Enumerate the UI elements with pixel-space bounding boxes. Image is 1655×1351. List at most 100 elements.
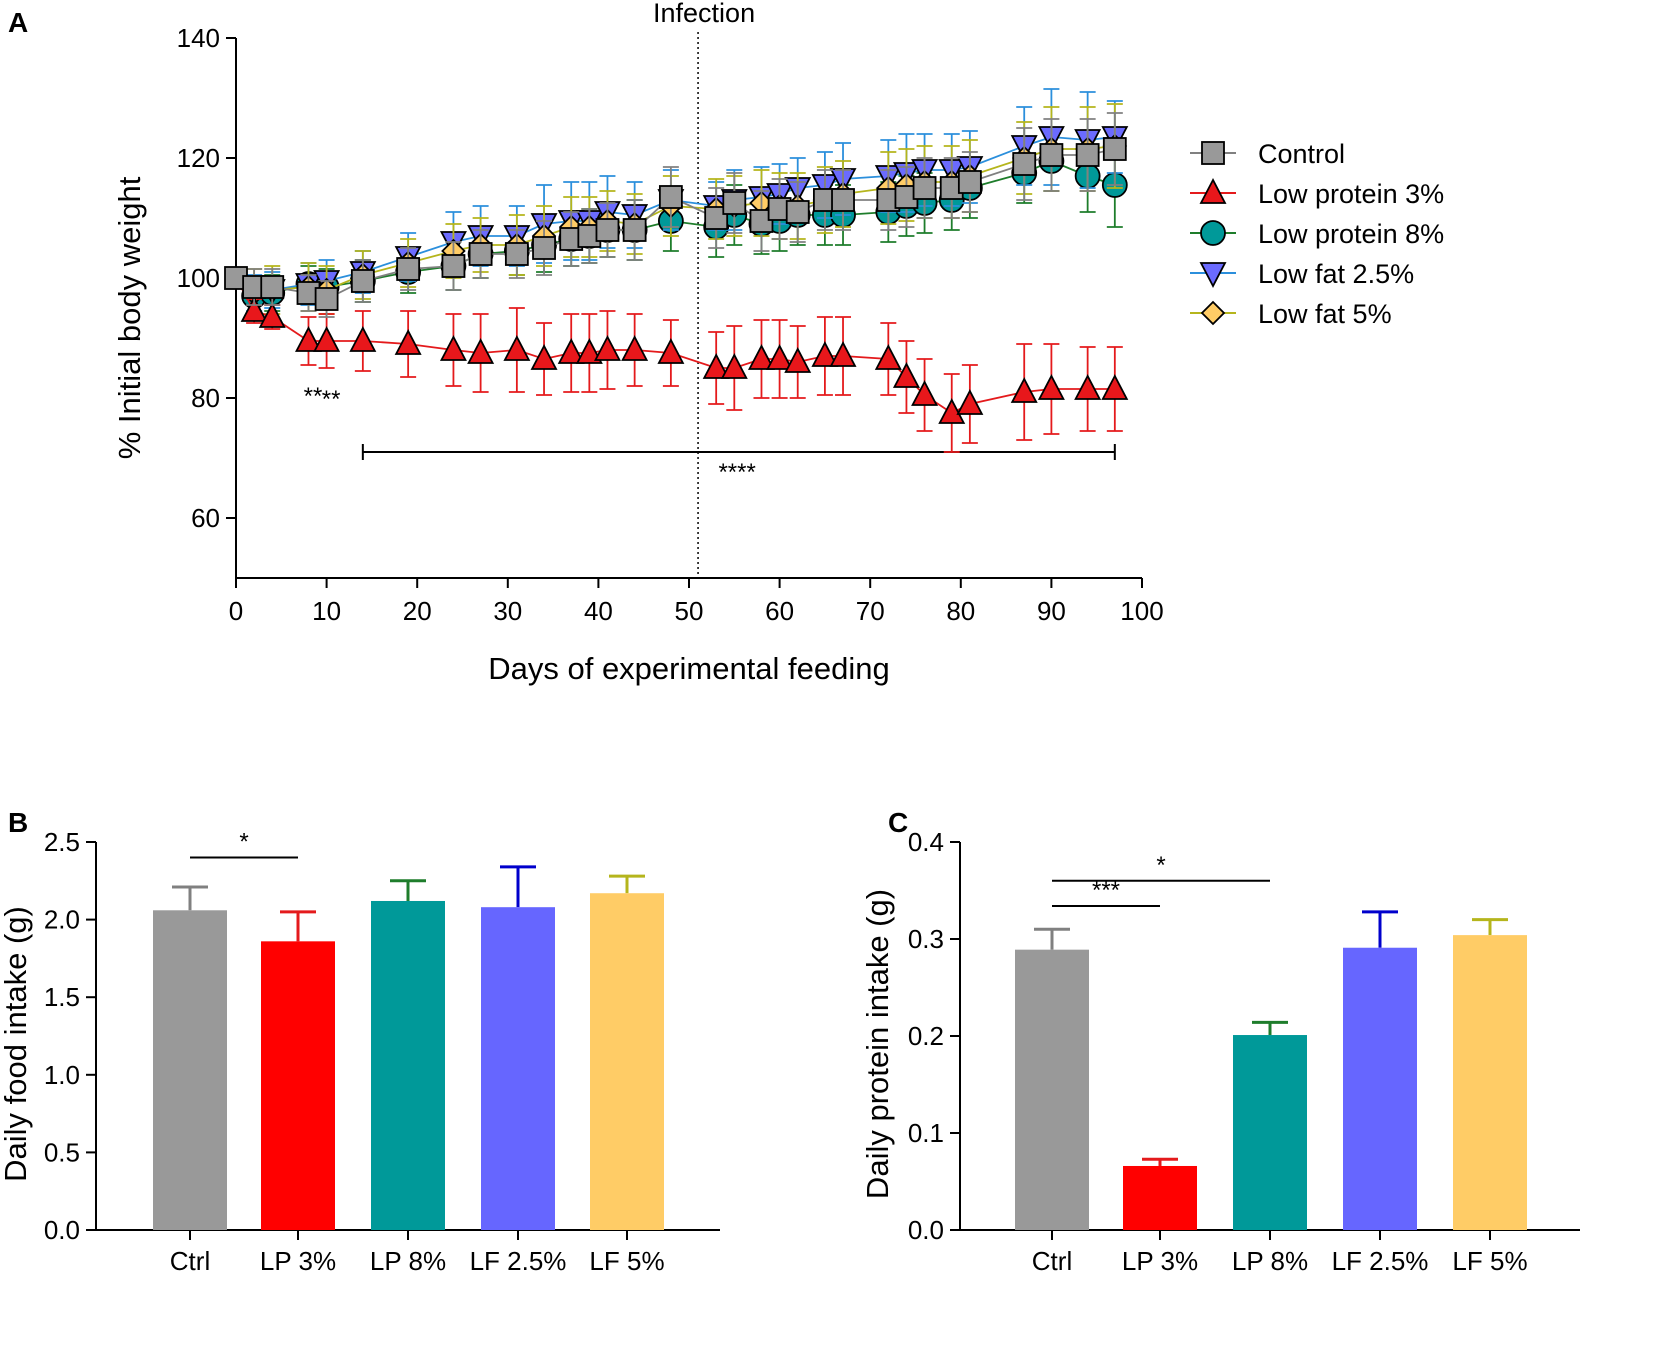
y-tick-label: 0.0 (44, 1215, 80, 1245)
panel-a: A 60 80 100 120 140 0 10 20 30 40 50 60 70 80 90 100 Day… (8, 0, 1444, 686)
bar (1123, 1165, 1197, 1230)
significance-label: ** (304, 383, 323, 410)
x-tick-label: LP 3% (260, 1246, 336, 1276)
y-tick-label: 0.3 (908, 924, 944, 954)
data-point (575, 338, 603, 364)
x-tick-label: LF 2.5% (1332, 1246, 1429, 1276)
data-point (892, 362, 920, 388)
y-tick-label: 0.2 (908, 1021, 944, 1051)
bar-group-lp-8: LP 8% (370, 879, 446, 1276)
panel-a-plot-area (224, 88, 1129, 453)
legend-label: Low protein 8% (1258, 219, 1444, 249)
bar-group-lf-5: LF 5% (1452, 918, 1528, 1276)
x-tick-label: 40 (584, 596, 613, 626)
x-tick-label: 0 (229, 596, 243, 626)
data-point (396, 257, 421, 281)
panel-b-letter: B (8, 807, 28, 838)
panel-b: B 0.0 0.5 1.0 1.5 2.0 2.5 Daily food intake (g… (0, 807, 720, 1276)
x-tick-label: 30 (493, 596, 522, 626)
x-tick-label: 80 (946, 596, 975, 626)
y-axis-title: Daily food intake (g) (0, 906, 33, 1182)
y-tick-label: 1.0 (44, 1060, 80, 1090)
data-point (1074, 374, 1102, 400)
y-tick-label: 100 (177, 263, 220, 293)
y-tick-label: 120 (177, 143, 220, 173)
legend-marker (1201, 141, 1225, 165)
data-point (240, 296, 268, 322)
panel-c-letter: C (888, 807, 908, 838)
data-point (504, 242, 529, 266)
x-tick-label: LF 2.5% (470, 1246, 567, 1276)
x-axis-title: Days of experimental feeding (488, 651, 890, 686)
data-point (1012, 152, 1037, 176)
legend-label: Low fat 2.5% (1258, 259, 1414, 289)
data-point (749, 209, 774, 233)
bar (1233, 1035, 1307, 1230)
panel-a-letter: A (8, 7, 28, 38)
y-tick-label: 0.5 (44, 1137, 80, 1167)
y-tick-label: 0.1 (908, 1118, 944, 1148)
data-point (911, 380, 939, 406)
legend-label: Control (1258, 139, 1345, 169)
data-point (702, 353, 730, 379)
data-point (313, 326, 341, 352)
bar-group-ctrl: Ctrl (153, 885, 227, 1276)
data-point (957, 170, 982, 194)
bar (590, 893, 664, 1230)
data-point (468, 242, 493, 266)
bar (261, 941, 335, 1230)
legend-item-low-fat-2-5: Low fat 2.5% (1190, 259, 1414, 289)
data-point (1101, 374, 1129, 400)
y-tick-label: 0.0 (908, 1215, 944, 1245)
bar (1453, 935, 1527, 1230)
data-point (829, 341, 857, 367)
data-point (831, 188, 855, 212)
x-tick-label: Ctrl (170, 1246, 210, 1276)
data-point (1037, 374, 1065, 400)
data-point (722, 191, 747, 215)
data-point (720, 353, 748, 379)
data-point (766, 344, 794, 370)
y-tick-label: 2.5 (44, 827, 80, 857)
data-point (350, 269, 375, 293)
data-point (785, 200, 810, 224)
x-tick-label: 100 (1120, 596, 1163, 626)
legend-label: Low fat 5% (1258, 299, 1392, 329)
data-point (439, 335, 467, 361)
y-axis-title: % Initial body weight (112, 176, 147, 459)
bar-group-lp-8: LP 8% (1232, 1020, 1308, 1276)
legend-marker (1200, 300, 1226, 326)
x-tick-label: 20 (403, 596, 432, 626)
y-tick-label: 60 (191, 503, 220, 533)
x-tick-label: LP 8% (1232, 1246, 1308, 1276)
legend-marker (1199, 262, 1227, 288)
x-tick-label: 60 (765, 596, 794, 626)
data-point (593, 335, 621, 361)
bar-group-lf-5: LF 5% (589, 874, 665, 1276)
x-tick-label: Ctrl (1032, 1246, 1072, 1276)
y-axis-title: Daily protein intake (g) (860, 889, 895, 1199)
bar (1015, 949, 1089, 1230)
series-control (224, 112, 1127, 318)
x-tick-label: 90 (1037, 596, 1066, 626)
data-point (530, 344, 558, 370)
panel-c: C 0.0 0.1 0.2 0.3 0.4 Daily protein intake (g… (860, 807, 1580, 1276)
infection-label: Infection (653, 0, 755, 28)
data-point (1102, 137, 1127, 161)
data-point (704, 206, 729, 230)
y-tick-label: 80 (191, 383, 220, 413)
data-point (532, 236, 556, 260)
data-point (1010, 377, 1038, 403)
bar (153, 910, 227, 1230)
data-point (441, 254, 466, 278)
data-point (349, 326, 377, 352)
significance-label: ** (322, 386, 341, 413)
bar-group-lf-2-5: LF 2.5% (470, 865, 567, 1276)
legend-label: Low protein 3% (1258, 179, 1444, 209)
series-low-protein-3 (235, 277, 1129, 453)
significance-label: * (1156, 852, 1165, 879)
x-tick-label: 70 (856, 596, 885, 626)
data-point (747, 344, 775, 370)
y-tick-label: 140 (177, 23, 220, 53)
